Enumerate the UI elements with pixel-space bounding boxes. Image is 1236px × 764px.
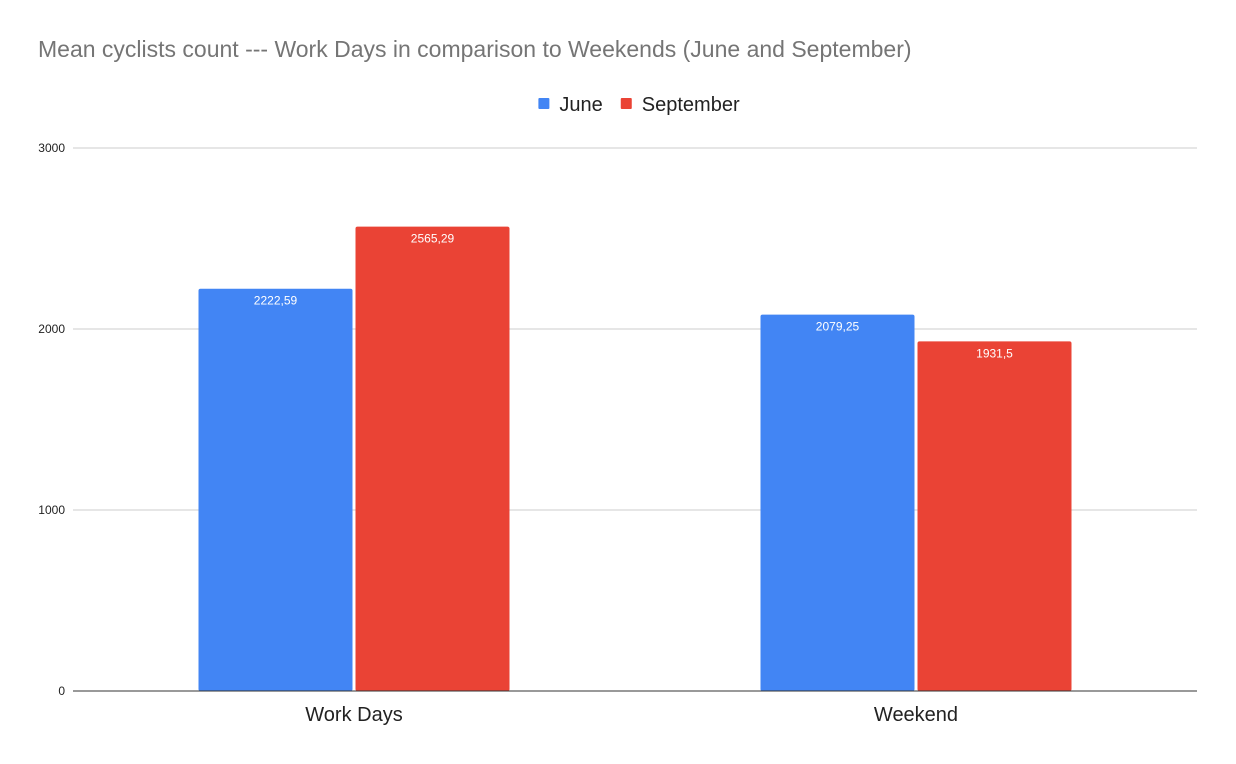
bar-september-weekend (917, 341, 1072, 691)
data-label: 2079,25 (816, 320, 860, 334)
x-category-label: Work Days (305, 704, 402, 726)
legend: June September (538, 94, 740, 116)
legend-label-june: June (559, 94, 602, 116)
bar-june-weekend (760, 314, 915, 691)
data-label: 1931,5 (976, 346, 1013, 360)
legend-swatch-september (620, 98, 632, 109)
y-tick-label: 0 (58, 684, 65, 698)
legend-label-september: September (642, 94, 740, 116)
chart-title: Mean cyclists count --- Work Days in com… (38, 36, 912, 62)
y-tick-label: 3000 (38, 141, 65, 155)
axes: 0 1000 2000 3000 Work Days Weekend (38, 141, 1197, 726)
bar-june-work-days (198, 288, 353, 691)
y-tick-label: 1000 (38, 503, 65, 517)
data-label: 2565,29 (411, 232, 455, 246)
legend-swatch-june (538, 98, 550, 109)
bars: 2222,59 2565,29 2079,25 1931,5 (198, 226, 1072, 692)
y-tick-label: 2000 (38, 322, 65, 336)
bar-september-work-days (355, 226, 510, 692)
x-category-label: Weekend (874, 704, 958, 726)
data-label: 2222,59 (254, 294, 298, 308)
